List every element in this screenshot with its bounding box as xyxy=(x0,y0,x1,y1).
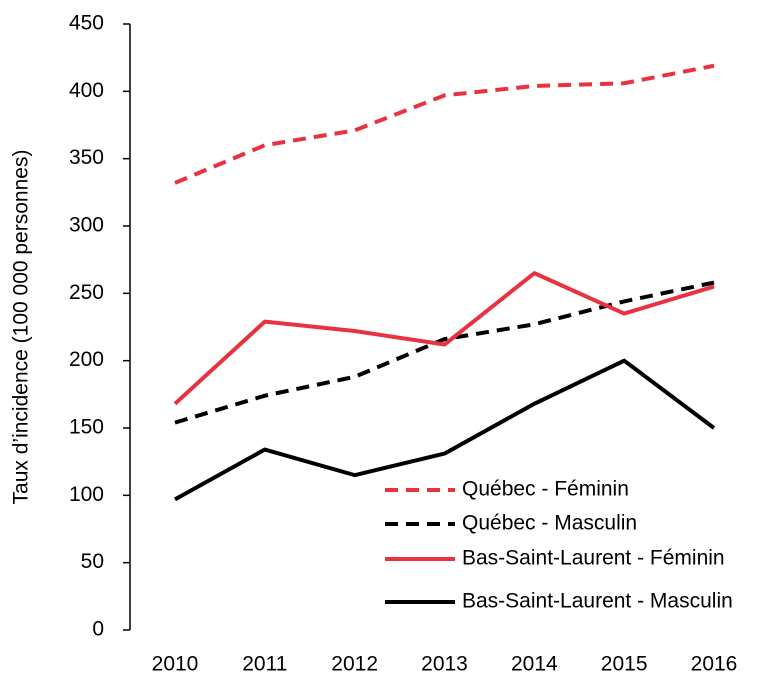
legend-label: Québec - Féminin xyxy=(462,478,629,501)
x-tick-label: 2016 xyxy=(691,653,738,676)
legend-label: Québec - Masculin xyxy=(462,512,637,535)
y-tick-label: 250 xyxy=(69,281,104,304)
series-line xyxy=(174,280,715,425)
x-tick-label: 2014 xyxy=(511,653,558,676)
x-tick-label: 2013 xyxy=(421,653,468,676)
y-tick-label: 50 xyxy=(81,550,104,573)
legend-label: Bas-Saint-Laurent - Masculin xyxy=(462,590,733,613)
x-tick-label: 2011 xyxy=(242,653,287,676)
y-axis-label: Taux d’incidence (100 000 personnes) xyxy=(10,150,33,505)
y-tick-label: 100 xyxy=(69,483,104,506)
series-line xyxy=(173,271,715,406)
y-tick-label: 400 xyxy=(69,79,104,102)
x-tick-label: 2012 xyxy=(331,653,378,676)
legend-label: Bas-Saint-Laurent - Féminin xyxy=(462,547,725,570)
y-tick-label: 200 xyxy=(69,348,104,371)
x-tick-label: 2010 xyxy=(152,653,199,676)
x-tick-label: 2015 xyxy=(601,653,648,676)
series-line xyxy=(174,358,716,502)
y-tick-label: 350 xyxy=(69,146,104,169)
y-tick-label: 300 xyxy=(69,214,104,237)
series-line xyxy=(174,63,715,185)
y-tick-label: 150 xyxy=(69,416,104,439)
y-tick-label: 450 xyxy=(69,12,104,35)
y-tick-label: 0 xyxy=(92,618,104,641)
